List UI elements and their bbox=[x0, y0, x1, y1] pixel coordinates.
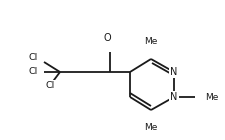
Text: Me: Me bbox=[144, 123, 158, 132]
Text: Cl: Cl bbox=[46, 81, 55, 90]
Text: Cl: Cl bbox=[29, 53, 38, 62]
Text: Me: Me bbox=[205, 93, 218, 102]
Text: O: O bbox=[103, 33, 111, 43]
Text: Cl: Cl bbox=[29, 67, 38, 76]
Text: Me: Me bbox=[144, 37, 158, 46]
Text: N: N bbox=[170, 67, 178, 77]
Text: N: N bbox=[170, 92, 178, 102]
